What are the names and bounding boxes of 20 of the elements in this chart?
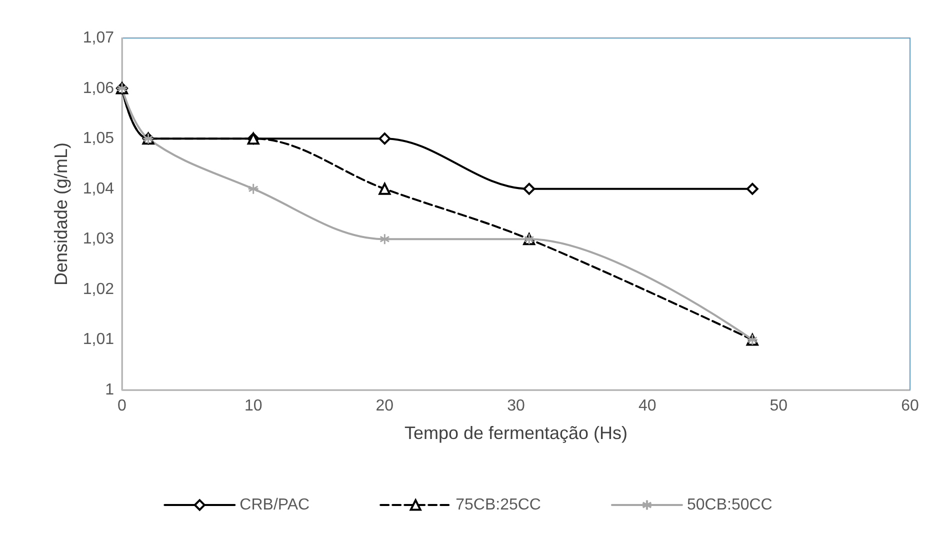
x-tick-label: 0 — [118, 398, 127, 414]
y-tick-label: 1,06 — [82, 80, 114, 97]
y-tick-label: 1,01 — [82, 331, 114, 348]
legend-label: 50CB:50CC — [686, 496, 772, 514]
y-tick-label: 1 — [105, 382, 114, 398]
y-tick-label: 1,04 — [82, 180, 114, 198]
y-tick-label: 1,03 — [82, 230, 114, 248]
x-axis-title: Tempo de fermentação (Hs) — [404, 423, 628, 443]
legend-label: 75CB:25CC — [456, 496, 541, 514]
x-tick-label: 10 — [244, 398, 262, 414]
y-axis-title: Densidade (g/mL) — [51, 142, 71, 286]
legend-label: CRB/PAC — [240, 496, 310, 514]
x-tick-label: 20 — [376, 398, 394, 414]
x-tick-label: 30 — [507, 398, 525, 414]
y-tick-label: 1,07 — [82, 30, 114, 46]
x-tick-label: 40 — [638, 398, 656, 414]
x-tick-label: 60 — [901, 398, 919, 414]
y-tick-label: 1,05 — [82, 130, 114, 148]
x-tick-label: 50 — [770, 398, 788, 414]
y-tick-label: 1,02 — [82, 280, 114, 298]
